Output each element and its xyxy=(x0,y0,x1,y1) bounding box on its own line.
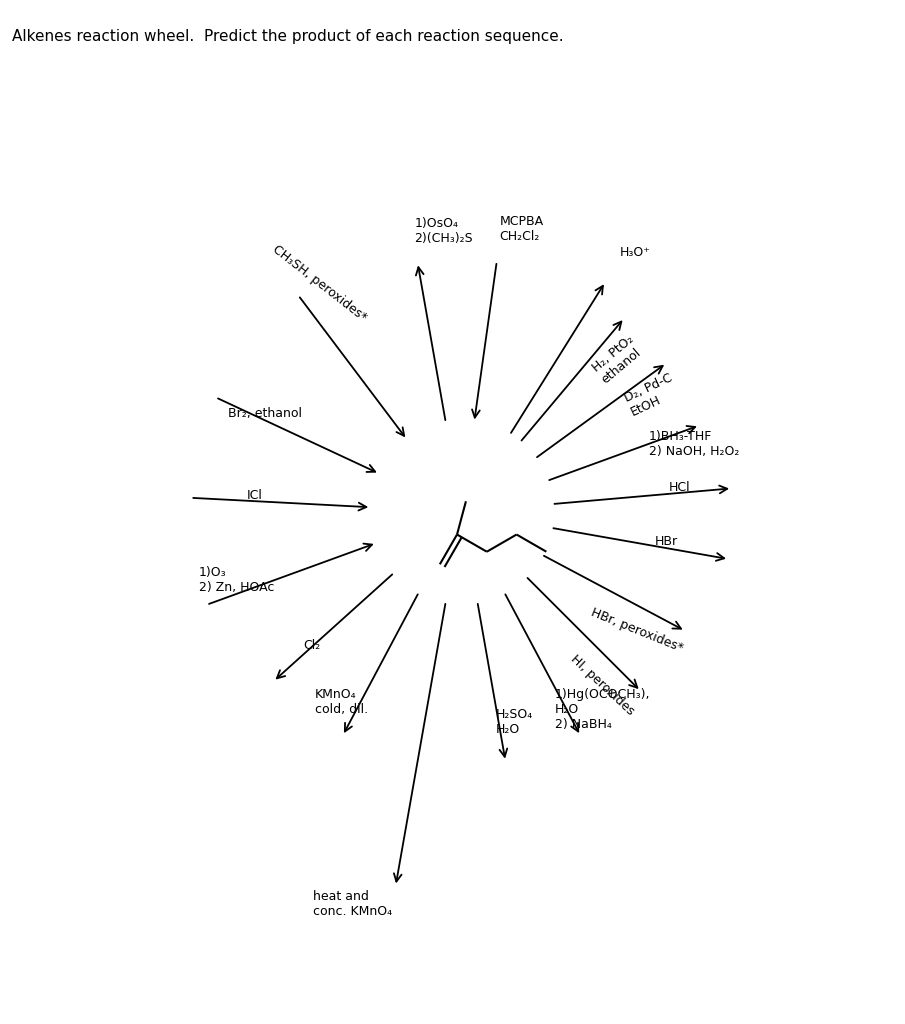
Text: H₃O⁺: H₃O⁺ xyxy=(620,246,651,259)
Text: ICl: ICl xyxy=(247,488,262,502)
Text: 1)Hg(OCOCH₃),
H₂O
2) NaBH₄: 1)Hg(OCOCH₃), H₂O 2) NaBH₄ xyxy=(555,688,651,731)
Text: Br₂, ethanol: Br₂, ethanol xyxy=(228,408,301,420)
Text: HBr, peroxides*: HBr, peroxides* xyxy=(589,605,685,654)
Text: H₂, PtO₂
ethanol: H₂, PtO₂ ethanol xyxy=(589,333,645,386)
Text: CH₃SH, peroxides*: CH₃SH, peroxides* xyxy=(271,243,369,324)
Text: HBr: HBr xyxy=(655,536,678,548)
Text: Cl₂: Cl₂ xyxy=(303,639,320,652)
Text: H₂SO₄
H₂O: H₂SO₄ H₂O xyxy=(496,708,533,736)
Text: HCl: HCl xyxy=(669,481,691,494)
Text: MCPBA
CH₂Cl₂: MCPBA CH₂Cl₂ xyxy=(500,215,544,243)
Text: heat and
conc. KMnO₄: heat and conc. KMnO₄ xyxy=(313,890,393,919)
Text: 1)O₃
2) Zn, HOAc: 1)O₃ 2) Zn, HOAc xyxy=(199,566,274,594)
Text: HI, peroxides: HI, peroxides xyxy=(568,652,637,718)
Text: KMnO₄
cold, dil.: KMnO₄ cold, dil. xyxy=(315,688,368,716)
Text: D₂, Pd-C
EtOH: D₂, Pd-C EtOH xyxy=(623,372,681,419)
Text: 1)BH₃-THF
2) NaOH, H₂O₂: 1)BH₃-THF 2) NaOH, H₂O₂ xyxy=(649,430,739,458)
Text: 1)OsO₄
2)(CH₃)₂S: 1)OsO₄ 2)(CH₃)₂S xyxy=(414,217,473,245)
Text: Alkenes reaction wheel.  Predict the product of each reaction sequence.: Alkenes reaction wheel. Predict the prod… xyxy=(12,29,564,44)
